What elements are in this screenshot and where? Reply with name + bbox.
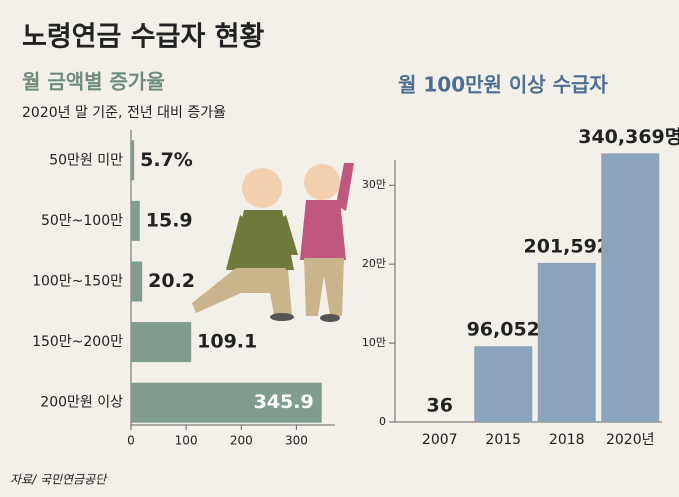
value-label: 5.7% [140, 149, 193, 171]
source: 자료/ 국민연금공단 [10, 473, 108, 487]
y-tick-label: 50만원 미만 [49, 152, 123, 168]
value-label: 345.9 [254, 391, 314, 413]
illustration [192, 163, 354, 322]
chart-title: 월 100만원 이상 수급자 [398, 73, 608, 97]
x-tick-label: 100 [175, 434, 198, 448]
bar [601, 153, 660, 422]
page-title: 노령연금 수급자 현황 [22, 22, 265, 53]
bar [537, 262, 596, 422]
chart-subtitle: 2020년 말 기준, 전년 대비 증가율 [22, 105, 226, 121]
value-label: 20.2 [148, 270, 195, 292]
y-tick-label: 50만~100만 [41, 213, 123, 229]
value-label: 36 [427, 394, 453, 416]
bar [131, 200, 140, 241]
bar [131, 322, 192, 363]
x-tick-label: 2015 [485, 432, 521, 448]
y-tick-label: 20만 [362, 257, 386, 270]
y-tick-label: 150만~200만 [32, 334, 123, 350]
x-tick-label: 300 [285, 434, 308, 448]
x-tick-label: 2007 [422, 432, 458, 448]
y-tick-label: 10만 [362, 336, 386, 349]
y-tick-label: 100만~150만 [32, 274, 123, 290]
value-label: 15.9 [146, 209, 193, 231]
chart-title: 월 금액별 증가율 [22, 70, 165, 94]
value-label: 201,592 [523, 235, 610, 257]
value-label: 340,369명 [578, 126, 679, 148]
bar [131, 261, 143, 302]
value-label: 109.1 [197, 331, 257, 353]
x-tick-label: 0 [127, 434, 135, 448]
y-tick-label: 30만 [362, 178, 386, 191]
y-tick-label: 200만원 이상 [40, 395, 123, 411]
value-label: 96,052 [467, 319, 540, 341]
x-tick-label: 2020년 [606, 432, 655, 448]
x-tick-label: 2018 [549, 432, 585, 448]
x-tick-label: 200 [230, 434, 253, 448]
bar [474, 346, 533, 422]
y-tick-label: 0 [379, 415, 386, 428]
bar [131, 140, 135, 181]
bar [131, 382, 322, 423]
